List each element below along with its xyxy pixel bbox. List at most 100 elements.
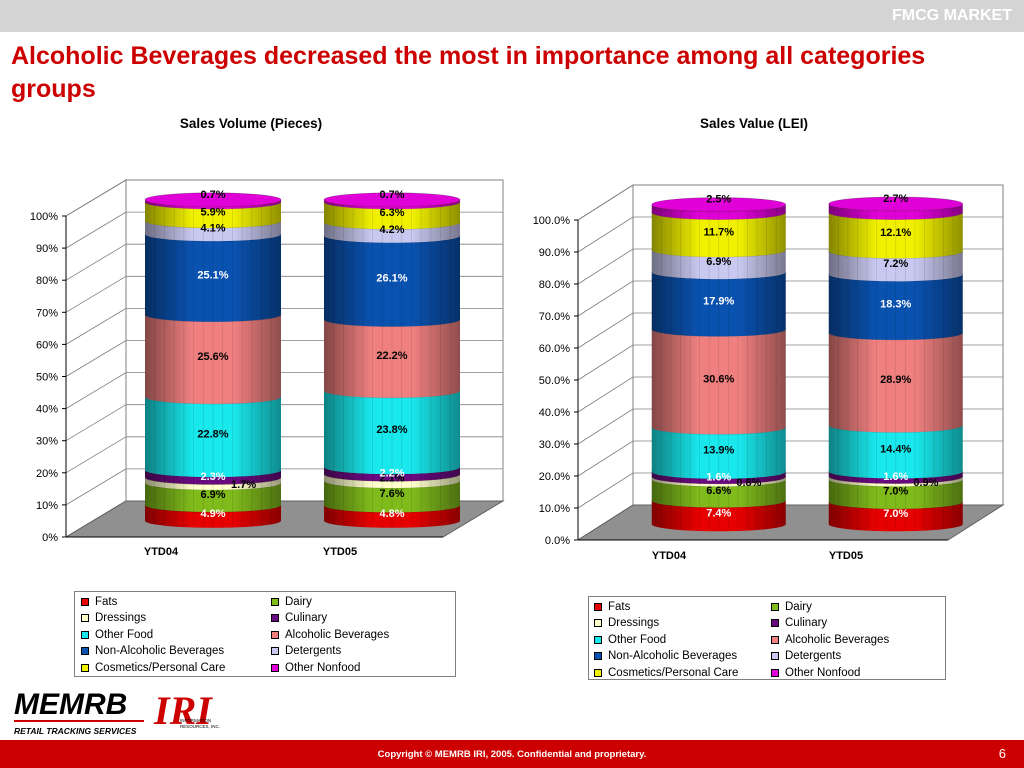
legend-label: Fats (608, 601, 631, 613)
memrb-iri-logo: MEMRB RETAIL TRACKING SERVICES IRI INFOR… (14, 688, 220, 736)
bar-body (145, 470, 281, 485)
bar-top (828, 196, 964, 212)
data-label: 0.8% (736, 477, 761, 489)
bar-segment-other-nonfood (828, 196, 964, 220)
legend-swatch (594, 619, 602, 628)
y-tick-label: 10% (36, 500, 58, 512)
bar-body (828, 501, 963, 532)
company-logo: MEMRB RETAIL TRACKING SERVICES IRI INFOR… (10, 684, 240, 744)
bar-body (651, 479, 786, 508)
gridline-side (577, 440, 634, 477)
y-tick-label: 40.0% (539, 407, 570, 419)
data-label: 2.5% (706, 194, 731, 206)
iri-sub-text-1: INFORMATION (180, 718, 211, 723)
y-tick-label: 0% (42, 532, 58, 544)
chart-title: Sales Volume (Pieces) (180, 116, 322, 131)
iri-sub-text-2: RESOURCES, INC. (180, 724, 220, 729)
bar-body (651, 500, 786, 532)
gridline-side (577, 216, 634, 253)
y-tick-label: 80.0% (539, 279, 570, 291)
bar-body (828, 212, 963, 259)
bar-top (144, 192, 282, 208)
data-label: 7.4% (706, 507, 731, 519)
legend-swatch (271, 598, 279, 606)
bar-body (145, 477, 281, 490)
data-label: 0.7% (379, 189, 404, 201)
data-label: 13.9% (703, 445, 734, 457)
data-label: 17.9% (703, 296, 734, 308)
legend-swatch (81, 614, 89, 623)
gridline-side (65, 275, 127, 313)
data-label: 7.0% (883, 508, 908, 520)
bar-body (828, 203, 963, 220)
bar-body (324, 480, 460, 513)
section-tag: FMCG MARKET (892, 7, 1012, 24)
data-label: 0.7% (200, 189, 225, 201)
legend-swatch (81, 647, 89, 656)
legend-swatch (81, 630, 89, 639)
bar-body (145, 234, 281, 322)
slide-title: Alcoholic Beverages decreased the most i… (11, 42, 926, 103)
memrb-logo-text: MEMRB (14, 688, 127, 721)
legend-swatch (271, 614, 279, 623)
legend-label: Cosmetics/Personal Care (608, 666, 739, 679)
iri-logo-text: IRI (153, 688, 213, 733)
y-tick-label: 20% (36, 468, 58, 480)
data-label: 12.1% (880, 227, 911, 239)
bar-body (145, 482, 281, 513)
data-label: 0.9% (913, 477, 938, 489)
y-tick-label: 50% (36, 372, 58, 384)
data-label: 2.2% (379, 468, 404, 480)
legend-label: Alcoholic Beverages (785, 633, 890, 646)
top-bar: FMCG MARKET (0, 0, 1024, 32)
chart-0: Sales Volume (Pieces) 0% 10% 20% 30% 40% 50% 60… (30, 116, 505, 558)
bar-body (828, 332, 963, 433)
gridline-side (577, 376, 634, 413)
legend-label: Other Nonfood (785, 666, 861, 679)
y-tick-label: 100% (30, 211, 58, 223)
data-label: 14.4% (880, 443, 911, 455)
category-label: YTD04 (144, 546, 179, 558)
legend-label: Cosmetics/Personal Care (95, 661, 226, 674)
bar-body (828, 479, 963, 509)
gridline-side (65, 211, 127, 249)
bar-segment-other-nonfood (651, 197, 787, 220)
gridline-side (65, 404, 127, 442)
legend-swatch (81, 663, 89, 672)
bar-body (651, 476, 786, 487)
legend-label: Dairy (285, 596, 312, 608)
data-label: 5.9% (200, 207, 225, 219)
legend-label: Other Food (608, 633, 667, 646)
gridline-side (577, 280, 634, 317)
data-label: 2.7% (883, 193, 908, 205)
bar-body (324, 199, 460, 210)
gridline-side (65, 340, 127, 377)
legend-swatch (594, 603, 602, 611)
legend-swatch (771, 635, 779, 644)
bar-body (828, 251, 963, 282)
footer-bar: Copyright © MEMRB IRI, 2005. Confidentia… (0, 740, 1024, 768)
data-label: 22.8% (197, 428, 228, 440)
gridline-side (65, 372, 127, 409)
y-tick-label: 80% (36, 275, 58, 287)
bar-top (651, 197, 787, 212)
bar-body (145, 505, 281, 528)
category-label: YTD04 (652, 550, 687, 562)
legend-swatch (594, 635, 602, 644)
y-tick-label: 90.0% (539, 247, 570, 259)
legend-swatch (271, 647, 279, 656)
y-tick-label: 70% (36, 307, 58, 319)
bar-body (324, 319, 460, 398)
legend-label: Other Food (95, 628, 154, 641)
bar-body (651, 427, 786, 479)
chart-title: Sales Value (LEI) (700, 116, 808, 131)
bar-body (651, 471, 786, 484)
gridline-side (65, 468, 127, 506)
bar-body (828, 425, 963, 479)
data-label: 4.1% (200, 223, 225, 235)
legend-sales-value: Fats Dairy Dressings Culinary Other Food Alco… (588, 596, 946, 680)
data-label: 6.6% (706, 485, 731, 497)
bar-body (324, 235, 460, 327)
legend-label: Non-Alcoholic Beverages (608, 650, 738, 663)
legend-swatch (271, 630, 279, 639)
